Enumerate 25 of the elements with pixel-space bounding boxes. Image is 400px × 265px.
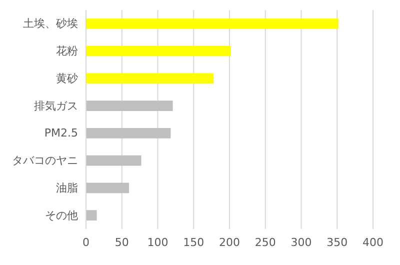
x-tick-label: 50 [114,236,129,249]
x-tick-label: 350 [326,236,348,249]
y-tick-label: 土埃、砂埃 [23,17,78,30]
y-tick-label: タバコのヤニ [12,154,78,168]
y-tick-label: 黄砂 [56,72,78,85]
bar [86,73,214,84]
bar [86,18,339,29]
x-tick-label: 200 [219,236,240,249]
x-tick-label: 150 [183,236,204,249]
y-tick-label: 花粉 [56,44,78,58]
x-tick-label: 100 [147,236,168,249]
y-tick-label: 排気ガス [34,99,78,112]
x-tick-label: 400 [362,236,384,249]
bar [86,155,142,166]
x-tick-label: 250 [254,236,276,249]
x-tick-label: 300 [290,236,312,249]
bar [86,46,231,56]
x-tick-label: 0 [82,236,90,249]
bar [86,128,171,138]
y-tick-label: PM2.5 [44,126,78,140]
bar [86,182,130,194]
y-tick-label: 油脂 [56,181,78,194]
y-tick-label: その他 [45,208,78,222]
bar [86,210,97,221]
bar [86,100,173,112]
